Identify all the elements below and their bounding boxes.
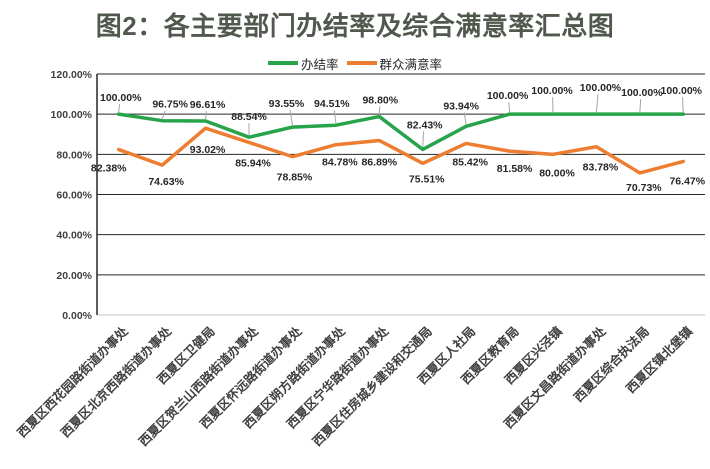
data-label-leader-line bbox=[118, 104, 121, 113]
legend-label-completion-rate: 办结率 bbox=[300, 57, 339, 72]
data-label-leader-line bbox=[289, 110, 293, 126]
series-line-satisfaction-rate bbox=[116, 126, 686, 175]
chart-title: 图2：各主要部门办结率及综合满意率汇总图 bbox=[95, 11, 615, 41]
data-label: 100.00% bbox=[100, 92, 142, 104]
legend-item-completion-rate[interactable]: 办结率 bbox=[267, 54, 339, 73]
data-label: 96.75% bbox=[152, 99, 188, 111]
data-label: 75.51% bbox=[409, 173, 445, 185]
data-label: 98.80% bbox=[362, 95, 398, 107]
data-label-leader-line bbox=[422, 131, 425, 148]
data-label: 88.54% bbox=[231, 111, 267, 123]
data-label-leader-line bbox=[463, 112, 467, 125]
y-axis-tick-label: 60.00% bbox=[56, 190, 92, 202]
data-label: 100.00% bbox=[661, 85, 703, 97]
data-label: 82.38% bbox=[91, 163, 127, 175]
data-label-leader-line bbox=[595, 94, 599, 113]
legend-swatch-green-line bbox=[267, 61, 298, 65]
y-axis-tick-label: 120.00% bbox=[51, 69, 93, 81]
data-label: 84.78% bbox=[322, 157, 358, 169]
data-label: 74.63% bbox=[148, 176, 184, 188]
data-label-leader-line bbox=[639, 99, 642, 113]
y-axis-tick-label: 0.00% bbox=[62, 310, 92, 322]
series-line-completion-rate bbox=[116, 112, 686, 152]
data-label-leader-line bbox=[333, 110, 337, 124]
chart-legend: 办结率 群众满意率 bbox=[0, 54, 710, 72]
data-label: 82.43% bbox=[407, 119, 443, 131]
data-label-leader-line bbox=[161, 110, 166, 119]
data-label-leader-line bbox=[205, 110, 207, 120]
y-axis-tick-label: 80.00% bbox=[56, 149, 92, 161]
data-label: 76.47% bbox=[669, 175, 705, 187]
data-label: 100.00% bbox=[580, 82, 622, 94]
y-axis-tick-label: 20.00% bbox=[56, 270, 92, 282]
data-label: 85.94% bbox=[235, 157, 271, 169]
data-label: 85.42% bbox=[452, 156, 488, 168]
data-label: 94.51% bbox=[314, 98, 350, 110]
legend-swatch-orange-line bbox=[346, 61, 377, 65]
data-label-leader-line bbox=[508, 102, 511, 113]
data-label: 83.78% bbox=[583, 162, 619, 174]
data-label: 100.00% bbox=[531, 85, 573, 97]
data-label: 86.89% bbox=[361, 156, 397, 168]
data-label: 93.94% bbox=[443, 100, 479, 112]
data-label: 70.73% bbox=[626, 182, 662, 194]
data-label: 100.00% bbox=[621, 87, 663, 99]
data-label: 96.61% bbox=[190, 99, 226, 111]
legend-item-satisfaction-rate[interactable]: 群众满意率 bbox=[346, 54, 443, 73]
data-label-leader-line bbox=[681, 97, 684, 113]
data-label: 80.00% bbox=[539, 167, 575, 179]
data-label: 78.85% bbox=[277, 172, 313, 184]
y-axis-tick-label: 100.00% bbox=[51, 109, 93, 121]
data-label: 100.00% bbox=[487, 90, 529, 102]
data-label: 81.58% bbox=[497, 163, 533, 175]
y-axis-tick-label: 40.00% bbox=[56, 230, 92, 242]
legend-label-satisfaction-rate: 群众满意率 bbox=[379, 57, 443, 72]
data-label: 93.55% bbox=[269, 98, 305, 110]
data-label: 93.02% bbox=[190, 144, 226, 156]
x-axis-category-label: 西夏区综合执法局 bbox=[571, 324, 652, 405]
